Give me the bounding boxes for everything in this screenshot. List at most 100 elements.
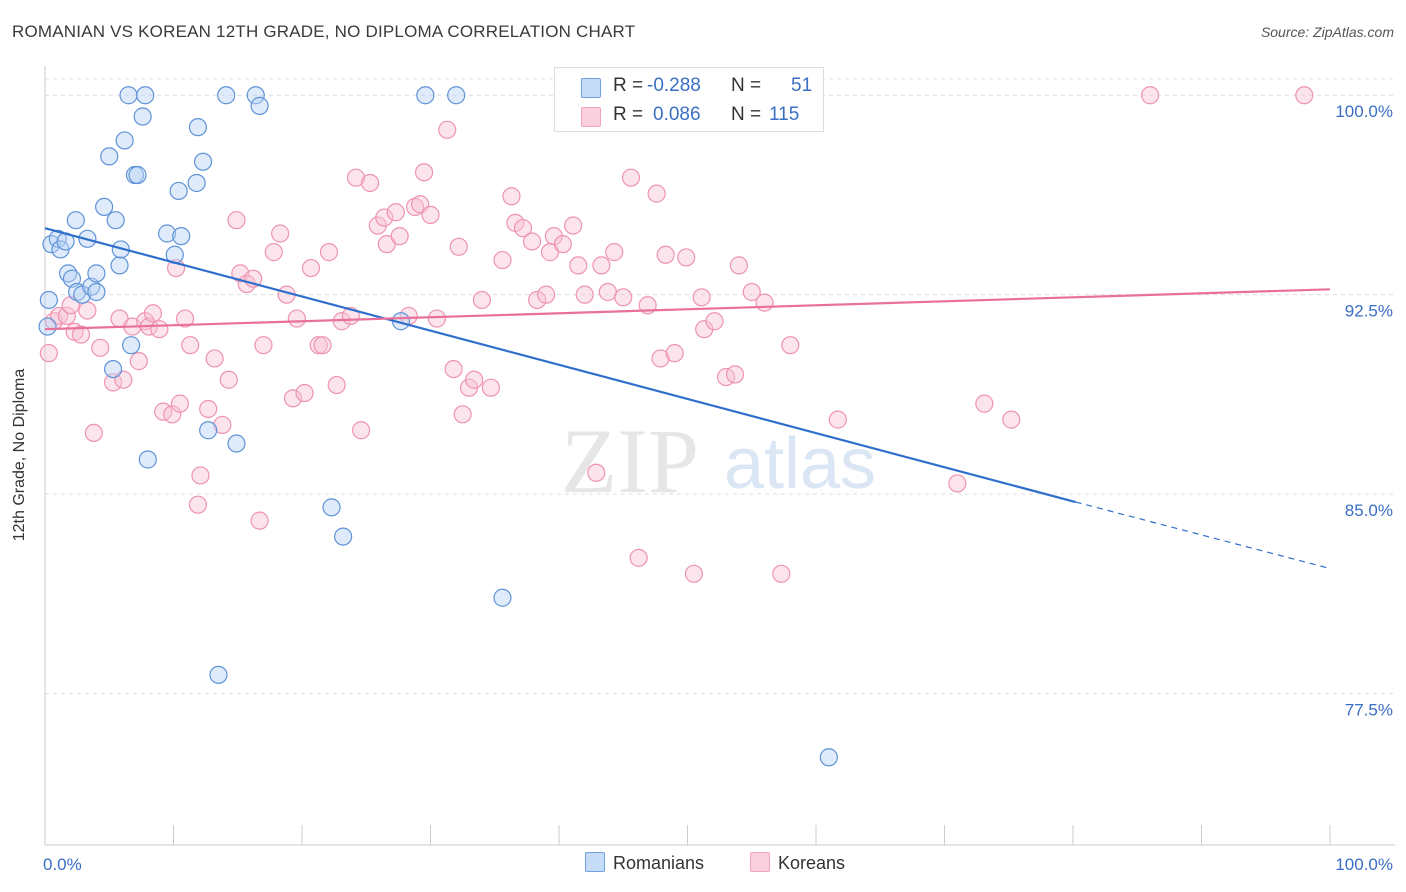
y-tick-label: 77.5% bbox=[1345, 700, 1393, 719]
data-point bbox=[755, 293, 774, 312]
legend-r-label: R = bbox=[613, 104, 644, 125]
data-point bbox=[322, 498, 341, 517]
data-point bbox=[587, 463, 606, 482]
watermark: ZIP atlas bbox=[561, 410, 876, 512]
data-point bbox=[772, 564, 791, 583]
data-point bbox=[219, 370, 238, 389]
data-point bbox=[187, 173, 206, 193]
data-point bbox=[150, 320, 169, 339]
data-point bbox=[217, 86, 236, 105]
data-point bbox=[128, 165, 147, 185]
data-point bbox=[656, 245, 675, 264]
data-point bbox=[39, 344, 58, 363]
data-point bbox=[169, 181, 188, 201]
data-point bbox=[352, 421, 371, 440]
tick-labels: 77.5% 85.0% 92.5% 100.0% 0.0% 100.0% bbox=[43, 102, 1393, 874]
data-point bbox=[181, 336, 200, 355]
data-point bbox=[416, 86, 435, 105]
legend-n-label: N = bbox=[731, 104, 762, 125]
data-point bbox=[301, 258, 321, 278]
data-point bbox=[138, 450, 157, 469]
data-point bbox=[621, 168, 641, 187]
data-point bbox=[71, 325, 91, 344]
data-point bbox=[95, 197, 114, 217]
data-point bbox=[684, 564, 704, 583]
data-point bbox=[386, 203, 405, 222]
data-point bbox=[119, 86, 138, 105]
data-point bbox=[564, 216, 583, 235]
data-point bbox=[522, 232, 542, 251]
data-point bbox=[157, 224, 177, 243]
y-tick-label: 92.5% bbox=[1345, 302, 1393, 321]
data-point bbox=[172, 227, 191, 246]
data-point bbox=[175, 309, 195, 328]
x-tick-label: 100.0% bbox=[1335, 855, 1393, 874]
data-point bbox=[246, 86, 265, 105]
data-point bbox=[170, 394, 190, 413]
data-point bbox=[421, 205, 440, 224]
data-point bbox=[1140, 86, 1160, 105]
bottom-legend-swatch-romanians bbox=[585, 852, 605, 872]
data-point bbox=[828, 410, 847, 429]
data-point bbox=[651, 349, 670, 368]
data-point bbox=[569, 256, 588, 275]
data-point bbox=[227, 211, 246, 230]
data-point bbox=[537, 285, 556, 304]
data-point bbox=[1002, 410, 1021, 429]
trend-lines bbox=[44, 227, 1331, 570]
data-point bbox=[199, 421, 218, 440]
legend-n-value: 115 bbox=[769, 104, 800, 125]
axes bbox=[44, 66, 1395, 846]
data-point bbox=[106, 211, 125, 230]
bottom-legend-koreans: Koreans bbox=[750, 852, 845, 874]
data-point bbox=[205, 349, 224, 368]
data-point bbox=[50, 306, 69, 326]
legend-n-label: N = bbox=[731, 75, 762, 96]
data-point bbox=[553, 235, 572, 254]
data-point bbox=[614, 288, 633, 307]
data-point bbox=[493, 250, 512, 270]
legend-swatch-romanians bbox=[581, 78, 601, 98]
data-point bbox=[121, 336, 141, 355]
data-point bbox=[271, 224, 290, 243]
data-point bbox=[472, 290, 491, 310]
data-point bbox=[199, 399, 218, 419]
data-point bbox=[313, 336, 332, 355]
y-tick-label: 85.0% bbox=[1345, 501, 1393, 520]
data-point bbox=[104, 373, 123, 392]
data-point bbox=[465, 370, 484, 389]
data-point bbox=[528, 290, 547, 310]
data-point bbox=[309, 336, 328, 355]
data-point bbox=[647, 184, 666, 203]
watermark-atlas: atlas bbox=[724, 424, 876, 504]
data-point bbox=[295, 383, 314, 403]
y-axis-label: 12th Grade, No Diploma bbox=[11, 368, 28, 542]
data-point bbox=[84, 423, 103, 443]
data-point bbox=[213, 415, 232, 435]
data-point bbox=[115, 131, 134, 150]
data-point bbox=[665, 344, 684, 363]
data-point bbox=[227, 434, 246, 453]
gridlines bbox=[45, 78, 1395, 694]
data-point bbox=[38, 317, 57, 336]
data-point bbox=[414, 163, 434, 182]
data-point bbox=[87, 264, 106, 283]
data-point bbox=[191, 466, 210, 485]
bottom-legend-romanians: Romanians bbox=[585, 852, 704, 874]
data-point bbox=[346, 168, 366, 187]
data-point bbox=[502, 187, 521, 206]
data-point bbox=[254, 336, 273, 355]
data-point bbox=[1295, 86, 1314, 105]
data-point bbox=[143, 304, 163, 323]
data-point bbox=[729, 256, 749, 275]
data-point bbox=[133, 107, 152, 126]
data-point bbox=[493, 588, 512, 607]
data-point bbox=[66, 211, 85, 230]
data-point bbox=[598, 282, 617, 302]
stats-legend: R = -0.288 N = 51 R = 0.086 N = 115 bbox=[554, 67, 824, 132]
data-point bbox=[405, 197, 425, 217]
data-point bbox=[188, 118, 208, 137]
bottom-legend-label: Koreans bbox=[778, 853, 846, 873]
data-point bbox=[78, 301, 97, 320]
